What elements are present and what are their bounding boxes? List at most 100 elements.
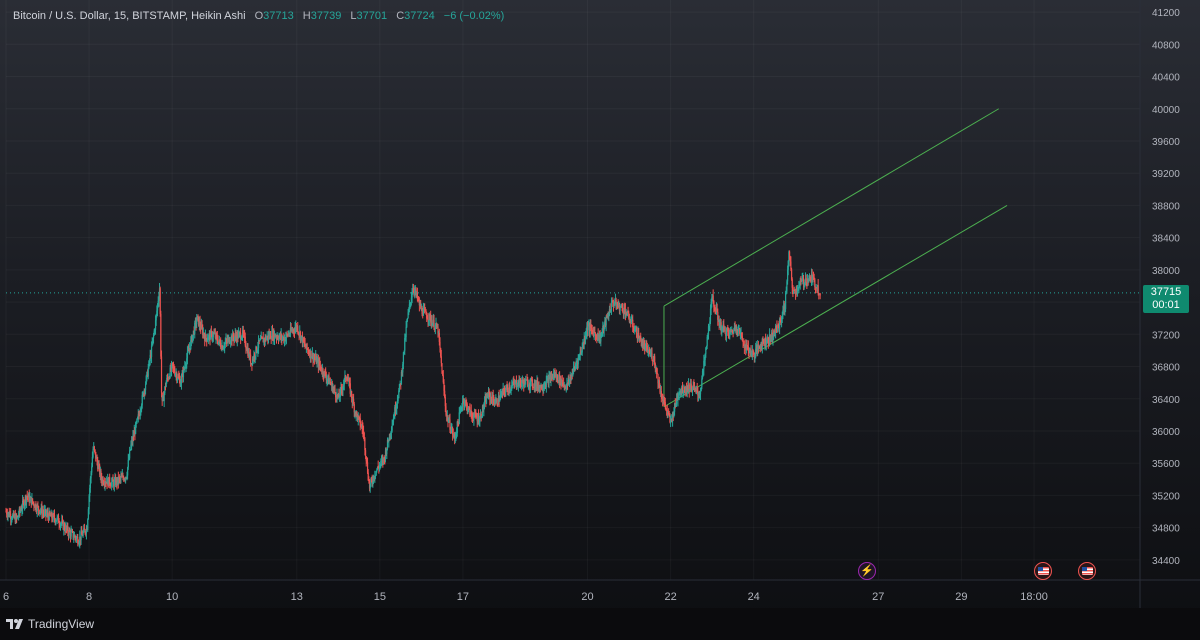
candle-body bbox=[18, 508, 20, 516]
candle-body bbox=[473, 412, 476, 417]
candle-body bbox=[225, 339, 227, 343]
candle-body bbox=[423, 308, 425, 310]
candle-body bbox=[267, 335, 269, 339]
candle-body bbox=[553, 374, 555, 378]
candle-body bbox=[364, 450, 367, 457]
candle-body bbox=[741, 332, 743, 337]
candle-body bbox=[374, 476, 376, 479]
candle-body bbox=[328, 376, 330, 385]
candle-body bbox=[325, 376, 327, 381]
candle-body bbox=[77, 537, 79, 544]
candle-body bbox=[73, 537, 75, 539]
candle-body bbox=[45, 509, 47, 515]
candle-body bbox=[501, 391, 503, 394]
candle-body bbox=[467, 407, 470, 411]
price-tick-label: 38000 bbox=[1152, 266, 1180, 277]
candle-body bbox=[339, 396, 341, 398]
candle-body bbox=[778, 327, 780, 329]
candle-body bbox=[113, 481, 115, 487]
candle-body bbox=[668, 411, 670, 415]
candle-body bbox=[729, 330, 732, 332]
candle-body bbox=[637, 332, 639, 338]
candle-body bbox=[311, 357, 313, 359]
candle-body bbox=[139, 411, 141, 416]
candle-body bbox=[123, 477, 125, 481]
candle-body bbox=[333, 388, 335, 390]
candle-body bbox=[371, 480, 373, 483]
candle-body bbox=[556, 375, 558, 378]
candle-body bbox=[77, 543, 80, 545]
candle-body bbox=[688, 384, 690, 392]
us-flag-icon[interactable] bbox=[1034, 562, 1052, 580]
candle-body bbox=[545, 385, 547, 388]
candle-body bbox=[313, 357, 315, 361]
candle-body bbox=[45, 514, 48, 516]
candle-body bbox=[798, 284, 800, 289]
candle-body bbox=[32, 502, 34, 504]
candle-body bbox=[563, 383, 565, 386]
candle-body bbox=[541, 389, 543, 391]
candle-body bbox=[349, 380, 351, 384]
candle-body bbox=[689, 389, 691, 392]
symbol-title[interactable]: Bitcoin / U.S. Dollar, 15, BITSTAMP, Hei… bbox=[13, 10, 246, 22]
candle-body bbox=[386, 439, 389, 449]
candle-body bbox=[255, 346, 258, 352]
lightning-icon[interactable]: ⚡ bbox=[858, 562, 876, 580]
candle-body bbox=[240, 333, 242, 340]
candle-body bbox=[627, 310, 629, 313]
candle-body bbox=[402, 352, 405, 365]
candle-body bbox=[719, 324, 721, 326]
candle-body bbox=[588, 324, 591, 332]
candle-body bbox=[154, 320, 157, 330]
candle-body bbox=[435, 323, 437, 326]
candle-body bbox=[741, 336, 743, 341]
candle-body bbox=[602, 325, 605, 331]
candle-body bbox=[162, 396, 164, 401]
candle-body bbox=[687, 385, 689, 391]
candle-body bbox=[88, 496, 90, 510]
candle-body bbox=[352, 399, 354, 402]
candle-body bbox=[267, 334, 270, 339]
price-tick-label: 36800 bbox=[1152, 363, 1180, 374]
candle-body bbox=[773, 330, 775, 334]
candle-body bbox=[579, 352, 581, 356]
candle-body bbox=[697, 391, 699, 396]
candle-body bbox=[278, 336, 280, 340]
candle-body bbox=[788, 251, 790, 262]
candle-body bbox=[695, 388, 698, 390]
candle-body bbox=[785, 290, 787, 293]
us-flag-icon[interactable] bbox=[1078, 562, 1096, 580]
candle-body bbox=[612, 300, 614, 303]
candle-body bbox=[570, 374, 573, 380]
candle-body bbox=[97, 465, 99, 469]
candle-body bbox=[282, 336, 284, 338]
candle-body bbox=[75, 537, 77, 540]
candle-body bbox=[770, 337, 772, 340]
candle-body bbox=[512, 381, 514, 385]
candle-body bbox=[305, 346, 307, 348]
candle-body bbox=[304, 343, 306, 347]
candle-body bbox=[453, 434, 455, 436]
candle-body bbox=[59, 524, 61, 526]
candle-body bbox=[659, 387, 661, 393]
tradingview-brand[interactable]: TradingView bbox=[6, 617, 94, 631]
candle-body bbox=[805, 278, 807, 283]
candle-body bbox=[209, 333, 211, 340]
candle-body bbox=[210, 331, 212, 340]
candle-body bbox=[97, 461, 99, 469]
candle-body bbox=[432, 323, 434, 326]
candle-body bbox=[170, 363, 173, 371]
candle-body bbox=[608, 315, 610, 317]
candle-body bbox=[543, 387, 545, 390]
candle-body bbox=[628, 317, 631, 322]
candle-body bbox=[484, 398, 486, 401]
candle-body bbox=[717, 319, 720, 321]
candle-body bbox=[22, 500, 24, 502]
candle-body bbox=[130, 444, 132, 450]
candle-body bbox=[331, 382, 333, 385]
candle-body bbox=[634, 329, 636, 332]
candle-body bbox=[229, 342, 231, 344]
candle-body bbox=[394, 407, 397, 412]
